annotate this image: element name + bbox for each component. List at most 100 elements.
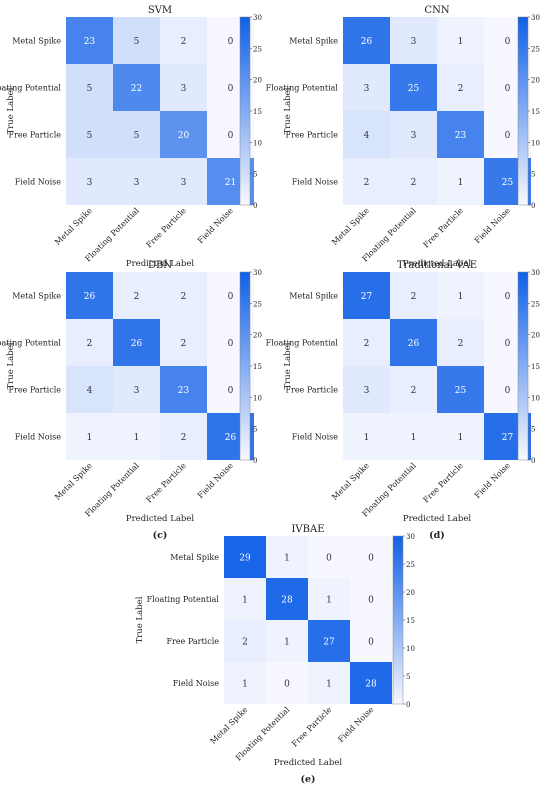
- cell-value-label: 29: [239, 554, 251, 564]
- y-tick-label: Field Noise: [15, 433, 62, 442]
- cell-value-label: 26: [408, 339, 420, 349]
- matrix-cell: [343, 158, 390, 205]
- matrix-cell: [266, 578, 308, 620]
- cell-value-label: 1: [242, 596, 248, 606]
- matrix-cell: [437, 64, 484, 111]
- matrix-cell: [113, 272, 160, 319]
- matrix-cell: [266, 536, 308, 578]
- matrix-cell: [224, 662, 266, 704]
- cell-value-label: 26: [225, 433, 237, 443]
- cell-value-label: 23: [84, 37, 96, 47]
- chart-title: Traditional VAE: [397, 260, 477, 271]
- cell-value-label: 27: [502, 433, 514, 443]
- y-tick-label: Metal Spike: [12, 292, 61, 301]
- cell-value-label: 3: [411, 131, 417, 141]
- cell-value-label: 3: [364, 84, 370, 94]
- colorbar-tick-label: 0: [531, 202, 535, 210]
- cell-value-label: 3: [134, 178, 140, 188]
- x-tick-label: Metal Spike: [209, 705, 250, 746]
- colorbar-tick-label: 0: [406, 701, 410, 709]
- y-tick-label: Free Particle: [285, 386, 338, 395]
- x-axis-label: Predicted Label: [274, 758, 343, 768]
- colorbar-tick-label: 15: [253, 108, 262, 116]
- x-tick-label: Field Noise: [473, 206, 512, 245]
- cell-value-label: 0: [326, 554, 332, 564]
- y-tick-label: Free Particle: [285, 131, 338, 140]
- cell-value-label: 1: [134, 433, 140, 443]
- cell-value-label: 28: [365, 680, 377, 690]
- cell-value-label: 5: [134, 131, 140, 141]
- y-tick-label: Metal Spike: [12, 37, 61, 46]
- x-tick-label: Metal Spike: [53, 461, 94, 502]
- cell-value-label: 3: [181, 84, 187, 94]
- colorbar-tick-label: 20: [253, 332, 262, 340]
- y-tick-label: Floating Potential: [0, 84, 61, 93]
- cell-value-label: 0: [368, 554, 374, 564]
- colorbar-tick-label: 0: [253, 457, 257, 465]
- matrix-cell: [390, 413, 437, 460]
- matrix-cell: [160, 158, 207, 205]
- x-tick-label: Field Noise: [473, 461, 512, 500]
- cell-value-label: 4: [87, 386, 93, 396]
- matrix-cell: [160, 366, 207, 413]
- cell-value-label: 27: [323, 638, 335, 648]
- colorbar-tick-label: 10: [406, 645, 415, 653]
- colorbar-tick-label: 10: [531, 139, 540, 147]
- cell-value-label: 1: [458, 433, 464, 443]
- matrix-cell: [66, 64, 113, 111]
- cell-value-label: 25: [502, 178, 514, 188]
- matrix-cell: [350, 536, 392, 578]
- cell-value-label: 20: [178, 131, 190, 141]
- matrix-cell: [437, 366, 484, 413]
- y-axis-label: True Label: [283, 342, 293, 389]
- cell-value-label: 3: [364, 386, 370, 396]
- colorbar-tick-label: 20: [531, 332, 540, 340]
- colorbar: [239, 16, 251, 206]
- matrix-cell: [66, 366, 113, 413]
- cell-value-label: 2: [411, 386, 417, 396]
- matrix-cell: [350, 662, 392, 704]
- y-tick-label: Metal Spike: [170, 553, 219, 562]
- matrix-cell: [343, 17, 390, 64]
- cell-value-label: 23: [455, 131, 467, 141]
- y-tick-label: Floating Potential: [266, 339, 339, 348]
- cell-value-label: 1: [364, 433, 370, 443]
- x-tick-label: Free Particle: [421, 206, 465, 250]
- cell-value-label: 25: [455, 386, 467, 396]
- y-tick-label: Field Noise: [292, 433, 339, 442]
- cell-value-label: 0: [368, 638, 374, 648]
- cell-value-label: 2: [458, 339, 464, 349]
- matrix-cell: [390, 111, 437, 158]
- matrix-cell: [390, 272, 437, 319]
- cell-value-label: 2: [364, 178, 370, 188]
- colorbar-tick-label: 15: [531, 363, 540, 371]
- cell-value-label: 1: [242, 680, 248, 690]
- colorbar-tick-label: 5: [253, 426, 257, 434]
- matrix-cell: [224, 620, 266, 662]
- x-tick-label: Free Particle: [144, 461, 188, 505]
- y-tick-label: Metal Spike: [289, 292, 338, 301]
- cell-value-label: 2: [411, 292, 417, 302]
- y-tick-label: Free Particle: [8, 131, 61, 140]
- panel-label: (e): [300, 774, 315, 785]
- cell-value-label: 2: [181, 37, 187, 47]
- cell-value-label: 1: [326, 596, 332, 606]
- colorbar-tick-label: 5: [531, 171, 535, 179]
- colorbar-tick-label: 25: [531, 300, 540, 308]
- cell-value-label: 0: [228, 131, 234, 141]
- colorbar-tick-label: 20: [253, 77, 262, 85]
- colorbar-tick-label: 0: [253, 202, 257, 210]
- cell-value-label: 0: [368, 596, 374, 606]
- cell-value-label: 0: [505, 292, 511, 302]
- colorbar-tick-label: 15: [406, 617, 415, 625]
- cell-value-label: 0: [505, 386, 511, 396]
- matrix-cell: [308, 620, 350, 662]
- cell-value-label: 1: [411, 433, 417, 443]
- matrix-cell: [308, 578, 350, 620]
- cell-value-label: 1: [326, 680, 332, 690]
- matrix-cell: [350, 578, 392, 620]
- cell-value-label: 2: [242, 638, 248, 648]
- matrix-cell: [113, 319, 160, 366]
